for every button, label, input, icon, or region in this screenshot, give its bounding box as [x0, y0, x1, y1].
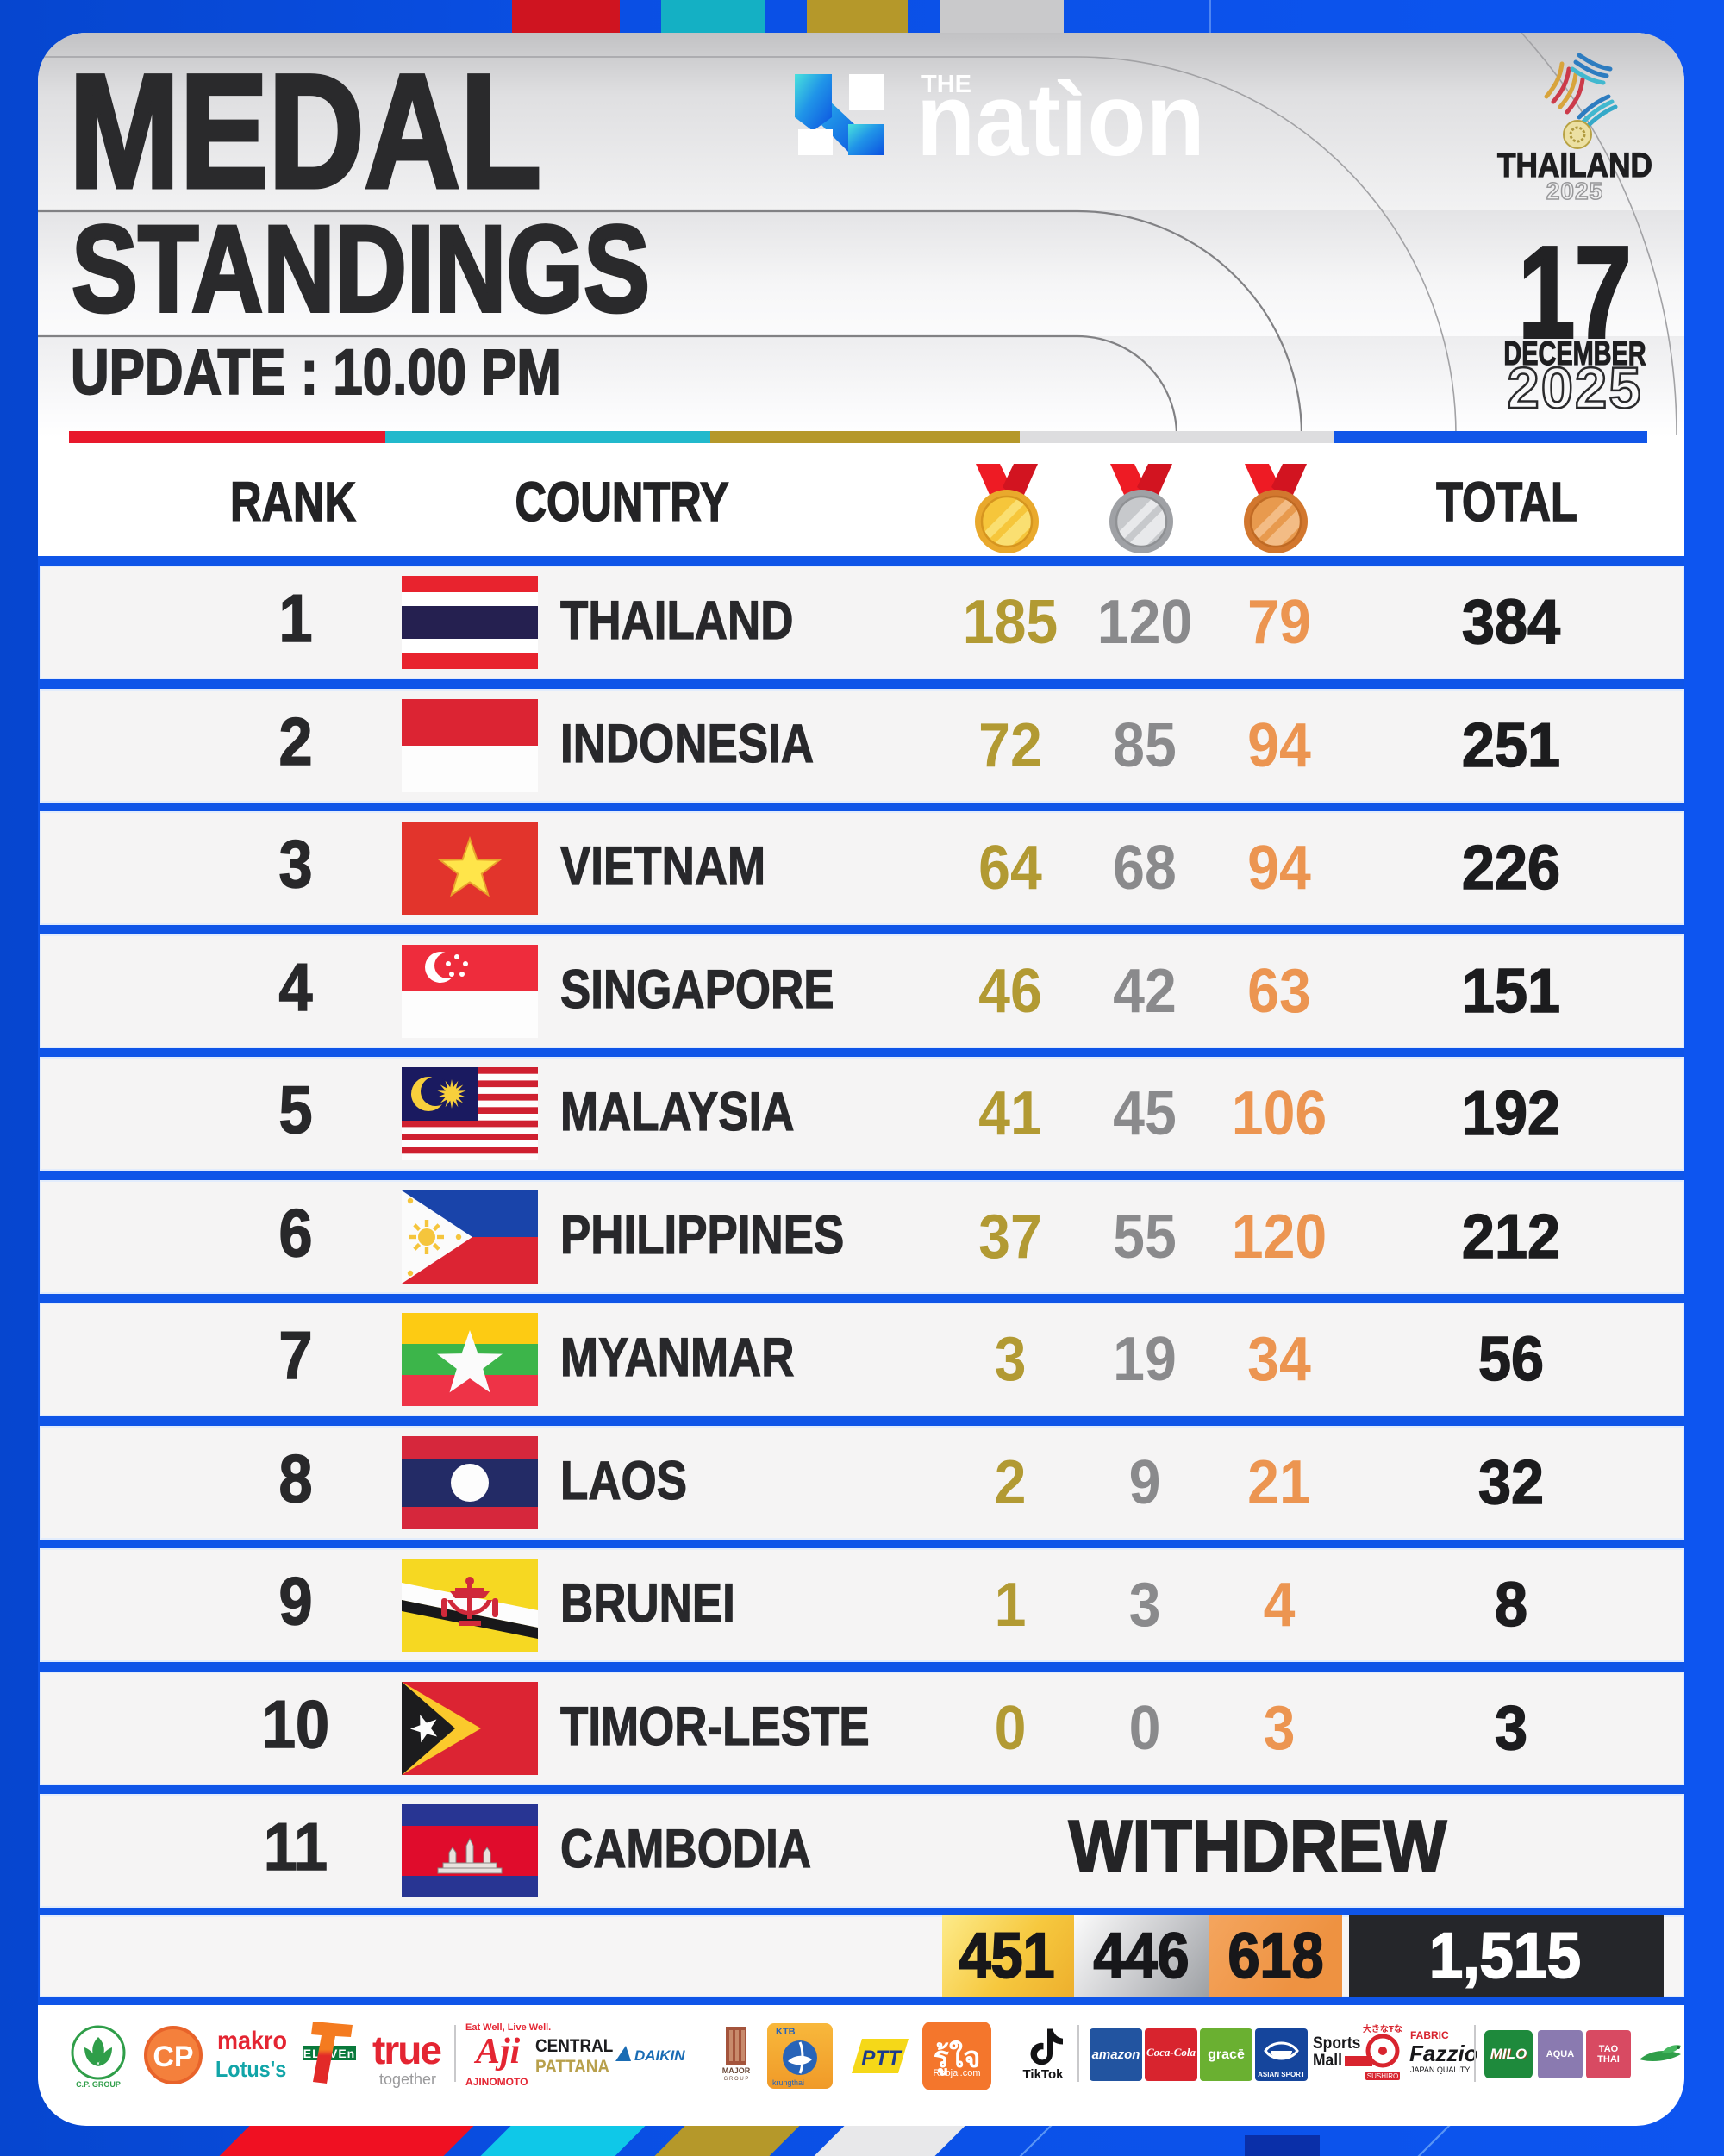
- svg-text:CP: CP: [153, 2040, 193, 2073]
- svg-text:MAJOR: MAJOR: [722, 2066, 751, 2075]
- svg-text:C.P. GROUP: C.P. GROUP: [76, 2080, 121, 2089]
- svg-text:大きなŦな: 大きなŦな: [1363, 2023, 1402, 2034]
- svg-text:DAIKIN: DAIKIN: [634, 2047, 685, 2064]
- svg-text:G R O U P: G R O U P: [724, 2077, 749, 2080]
- svg-text:TikTok: TikTok: [1023, 2067, 1065, 2082]
- svg-text:PTT: PTT: [861, 2047, 903, 2070]
- svg-text:SUSHIRO: SUSHIRO: [1367, 2072, 1398, 2080]
